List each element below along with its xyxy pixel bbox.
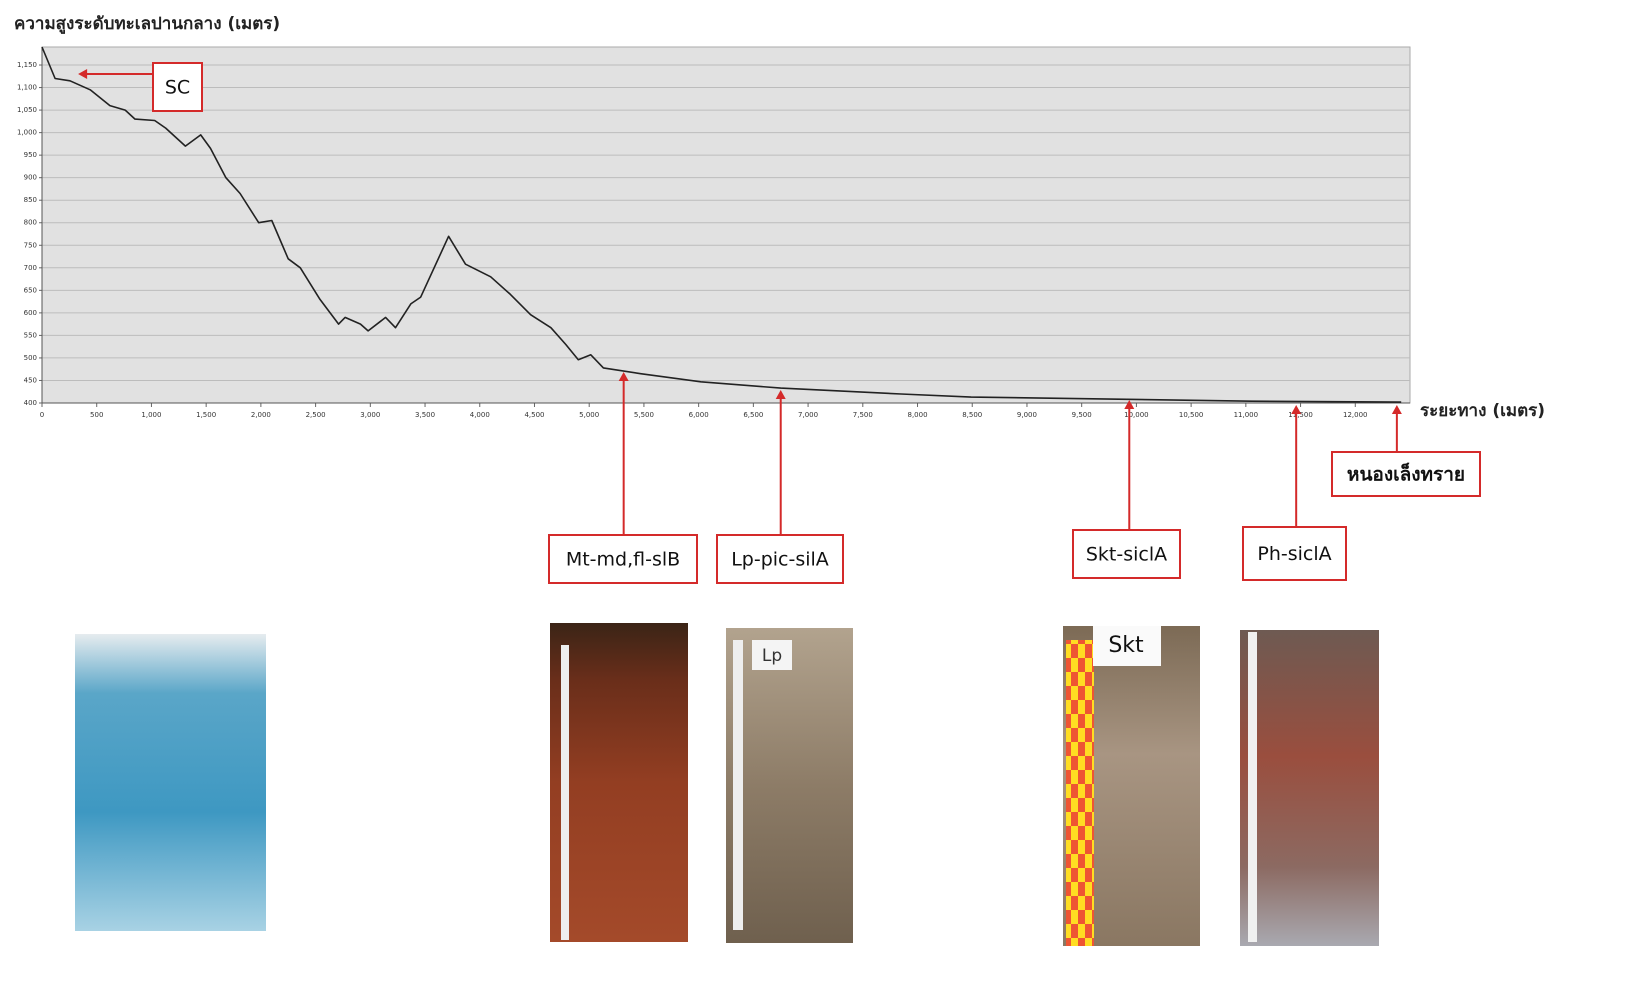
x-tick-label: 9,500 (1072, 411, 1092, 419)
x-tick-label: 1,000 (141, 411, 161, 419)
ruler (733, 640, 743, 930)
y-tick-label: 500 (24, 354, 37, 362)
annotation-label: Lp-pic-silA (731, 549, 829, 571)
x-tick-label: 3,500 (415, 411, 435, 419)
y-tick-label: 550 (24, 331, 37, 339)
annotation-label: Skt-siclA (1086, 544, 1167, 566)
annotation-box (548, 534, 698, 584)
soil-photo (1240, 630, 1379, 946)
x-tick-label: 8,000 (907, 411, 927, 419)
y-tick-label: 1,050 (17, 106, 37, 114)
x-tick-label: 4,000 (470, 411, 490, 419)
y-tick-label: 700 (24, 264, 37, 272)
x-tick-label: 10,500 (1179, 411, 1204, 419)
x-tick-label: 1,500 (196, 411, 216, 419)
annotation-box (1331, 451, 1481, 497)
y-tick-label: 950 (24, 151, 37, 159)
y-tick-label: 1,000 (17, 129, 37, 137)
arrow-head (78, 69, 88, 80)
annotation-box (1072, 529, 1181, 579)
x-tick-label: 4,500 (524, 411, 544, 419)
y-tick-label: 400 (24, 399, 37, 407)
x-tick-label: 500 (90, 411, 103, 419)
mountain-photo (75, 634, 266, 931)
photo-label-box (1093, 626, 1161, 666)
ruler (1248, 632, 1257, 942)
arrow-head (1291, 405, 1302, 414)
x-tick-label: 11,000 (1234, 411, 1259, 419)
annotation-label: Mt-md,fl-slB (566, 549, 680, 571)
x-tick-label: 12,000 (1343, 411, 1368, 419)
x-tick-label: 3,000 (360, 411, 380, 419)
y-tick-label: 450 (24, 376, 37, 384)
y-tick-label: 650 (24, 286, 37, 294)
annotation-box (1242, 526, 1347, 581)
x-tick-label: 6,500 (743, 411, 763, 419)
annotation-label: SC (165, 77, 190, 99)
y-tick-label: 800 (24, 219, 37, 227)
y-tick-label: 600 (24, 309, 37, 317)
arrow-head (618, 372, 629, 381)
y-axis-title: ความสูงระดับทะเลปานกลาง (เมตร) (14, 14, 280, 35)
photos: Lp Skt (75, 623, 1379, 946)
elevation-line (41, 46, 1402, 403)
x-tick-label: 5,000 (579, 411, 599, 419)
soil-photo (550, 623, 688, 942)
annotation-box (152, 62, 203, 112)
y-tick-label: 850 (24, 196, 37, 204)
x-tick-label: 7,500 (853, 411, 873, 419)
annotation-box (716, 534, 844, 584)
x-tick-label: 8,500 (962, 411, 982, 419)
annotation-label: Ph-siclA (1257, 543, 1331, 565)
ruler (561, 645, 569, 940)
photo-label: Lp (762, 646, 782, 666)
y-tick-label: 900 (24, 174, 37, 182)
x-tick-label: 7,000 (798, 411, 818, 419)
x-tick-label: 2,000 (251, 411, 271, 419)
arrow-head (1391, 405, 1402, 414)
x-axis-title: ระยะทาง (เมตร) (1420, 401, 1545, 421)
x-tick-label: 9,000 (1017, 411, 1037, 419)
annotation-label: หนองเล็งทราย (1347, 462, 1465, 486)
x-tick-label: 5,500 (634, 411, 654, 419)
y-tick-label: 1,100 (17, 84, 37, 92)
photo-label-box (752, 640, 792, 670)
x-tick-label: 11,500 (1288, 411, 1313, 419)
soil-photo (726, 628, 853, 943)
y-tick-label: 750 (24, 241, 37, 249)
photo-label: Skt (1108, 633, 1144, 658)
x-tick-label: 6,000 (689, 411, 709, 419)
arrow-head (1124, 400, 1135, 409)
arrow-head (775, 390, 786, 399)
y-tick-label: 1,150 (17, 61, 37, 69)
x-tick-label: 0 (40, 411, 44, 419)
ruler (1066, 640, 1094, 946)
x-tick-label: 10,000 (1124, 411, 1149, 419)
x-tick-label: 2,500 (306, 411, 326, 419)
plot-area (41, 46, 1411, 404)
